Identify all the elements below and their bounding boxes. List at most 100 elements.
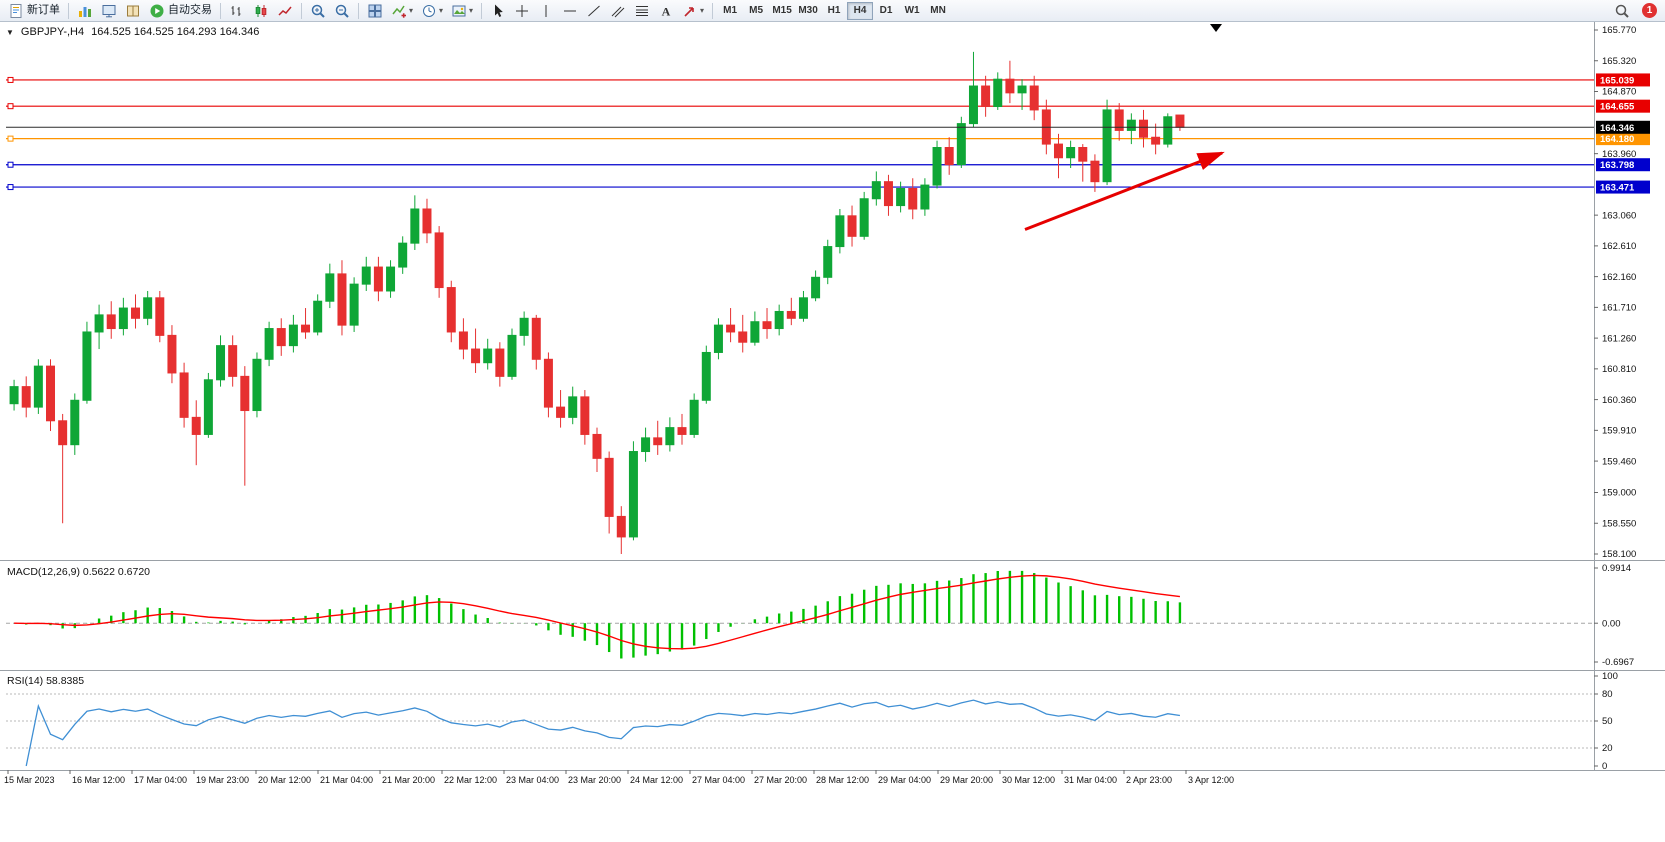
- chart-bar-type-button[interactable]: [225, 1, 249, 20]
- svg-text:164.655: 164.655: [1600, 102, 1635, 113]
- svg-text:23 Mar 20:00: 23 Mar 20:00: [568, 775, 621, 785]
- text-icon: A: [662, 4, 671, 18]
- search-button[interactable]: [1610, 1, 1634, 20]
- horizontal-line-button[interactable]: [558, 1, 582, 20]
- new-order-button[interactable]: 新订单: [4, 1, 64, 20]
- charts-button[interactable]: [73, 1, 97, 20]
- svg-text:165.320: 165.320: [1602, 56, 1636, 67]
- svg-text:24 Mar 12:00: 24 Mar 12:00: [630, 775, 683, 785]
- arrow-marker-icon: [684, 6, 694, 17]
- cursor-button[interactable]: [486, 1, 510, 20]
- svg-text:16 Mar 12:00: 16 Mar 12:00: [72, 775, 125, 785]
- svg-text:2 Apr 23:00: 2 Apr 23:00: [1126, 775, 1172, 785]
- svg-text:80: 80: [1602, 689, 1613, 700]
- toolbar-separator: [358, 2, 359, 19]
- candlestick-icon: [255, 4, 267, 17]
- timeframe-mn-button[interactable]: MN: [925, 2, 951, 20]
- notification-badge[interactable]: 1: [1642, 3, 1657, 18]
- horizontal-line-163.471[interactable]: 163.471: [6, 180, 1650, 194]
- zoom-out-button[interactable]: [330, 1, 354, 20]
- svg-text:27 Mar 04:00: 27 Mar 04:00: [692, 775, 745, 785]
- zoom-out-icon: [335, 4, 349, 18]
- svg-text:165.770: 165.770: [1602, 25, 1636, 36]
- toolbar-separator: [712, 2, 714, 19]
- trendline-icon: [588, 5, 600, 16]
- svg-text:27 Mar 20:00: 27 Mar 20:00: [754, 775, 807, 785]
- channel-icon: [611, 6, 625, 17]
- horizontal-line-icon: [564, 10, 577, 11]
- svg-text:29 Mar 20:00: 29 Mar 20:00: [940, 775, 993, 785]
- vertical-line-icon: [545, 4, 547, 17]
- svg-text:163.471: 163.471: [1600, 183, 1635, 194]
- tile-windows-button[interactable]: [363, 1, 387, 20]
- timeframe-m30-button[interactable]: M30: [795, 2, 821, 20]
- svg-text:31 Mar 04:00: 31 Mar 04:00: [1064, 775, 1117, 785]
- zoom-in-icon: [311, 4, 325, 18]
- clock-icon: [423, 4, 436, 17]
- svg-text:160.810: 160.810: [1602, 364, 1636, 375]
- horizontal-line-163.798[interactable]: 163.798: [6, 158, 1650, 172]
- chevron-down-icon: ▾: [469, 6, 474, 15]
- timeframe-h4-button[interactable]: H4: [847, 1, 874, 20]
- new-order-icon: [10, 3, 22, 18]
- chart-region: 165.770 165.320 164.870 163.960 163.060 162.6…: [0, 22, 1665, 842]
- svg-text:163.960: 163.960: [1602, 149, 1636, 160]
- svg-text:158.100: 158.100: [1602, 549, 1636, 560]
- chart-candle-type-button[interactable]: [249, 1, 273, 20]
- indicators-button[interactable]: ▾: [387, 1, 417, 20]
- timeframe-m1-button[interactable]: M1: [717, 2, 743, 20]
- toolbar-separator: [481, 2, 483, 19]
- indicators-icon: [392, 5, 406, 18]
- crosshair-button[interactable]: [510, 1, 534, 20]
- collapse-triangle-icon[interactable]: ▼: [6, 27, 14, 37]
- svg-text:164.346: 164.346: [1600, 123, 1634, 134]
- svg-text:3 Apr 12:00: 3 Apr 12:00: [1188, 775, 1234, 785]
- market-watch-button[interactable]: [97, 1, 121, 20]
- svg-text:20 Mar 12:00: 20 Mar 12:00: [258, 775, 311, 785]
- timeframe-m15-button[interactable]: M15: [769, 2, 795, 20]
- svg-text:0: 0: [1602, 761, 1607, 772]
- svg-text:162.160: 162.160: [1602, 272, 1636, 283]
- svg-text:0.9914: 0.9914: [1602, 563, 1631, 574]
- rsi-axis-labels: 100 80 50 20 0: [1594, 671, 1618, 772]
- navigator-button[interactable]: [121, 1, 145, 20]
- fibonacci-button[interactable]: [630, 1, 654, 20]
- channel-button[interactable]: [606, 1, 630, 20]
- arrows-button[interactable]: ▾: [678, 1, 708, 20]
- svg-text:161.710: 161.710: [1602, 303, 1636, 314]
- timeframe-h1-button[interactable]: H1: [821, 2, 847, 20]
- horizontal-lines[interactable]: 165.039 164.655 164.180 163.798 163.471: [6, 73, 1650, 194]
- periods-button[interactable]: ▾: [417, 1, 447, 20]
- zoom-in-button[interactable]: [306, 1, 330, 20]
- svg-text:158.550: 158.550: [1602, 518, 1636, 529]
- crosshair-icon: [516, 4, 529, 17]
- current-price-line: 164.346: [6, 120, 1650, 134]
- current-bar-marker-icon: [1210, 24, 1222, 32]
- book-icon: [127, 5, 139, 16]
- rsi-panel: [6, 693, 1594, 767]
- horizontal-line-164.655[interactable]: 164.655: [6, 99, 1650, 113]
- horizontal-line-164.180[interactable]: 164.180: [6, 132, 1650, 146]
- autotrading-button[interactable]: 自动交易: [145, 1, 216, 20]
- fibonacci-icon: [636, 5, 649, 16]
- timeframe-w1-button[interactable]: W1: [899, 2, 925, 20]
- svg-text:159.460: 159.460: [1602, 456, 1636, 467]
- chart-title: ▼ GBPJPY-,H4 164.525 164.525 164.293 164…: [6, 26, 259, 38]
- text-button[interactable]: A: [654, 1, 678, 20]
- svg-text:23 Mar 04:00: 23 Mar 04:00: [506, 775, 559, 785]
- horizontal-line-165.039[interactable]: 165.039: [6, 73, 1650, 87]
- symbol-period: GBPJPY-,H4: [20, 26, 85, 38]
- timeframe-m5-button[interactable]: M5: [743, 2, 769, 20]
- vertical-line-button[interactable]: [534, 1, 558, 20]
- svg-text:21 Mar 04:00: 21 Mar 04:00: [320, 775, 373, 785]
- trend-arrow[interactable]: [1024, 151, 1225, 231]
- svg-text:28 Mar 12:00: 28 Mar 12:00: [816, 775, 869, 785]
- trendline-button[interactable]: [582, 1, 606, 20]
- search-icon: [1615, 4, 1629, 18]
- templates-button[interactable]: ▾: [447, 1, 477, 20]
- timeframe-d1-button[interactable]: D1: [873, 2, 899, 20]
- toolbar-separator: [301, 2, 302, 19]
- chart-line-type-button[interactable]: [273, 1, 297, 20]
- svg-text:159.000: 159.000: [1602, 488, 1636, 499]
- new-order-button-label: 新订单: [27, 4, 60, 16]
